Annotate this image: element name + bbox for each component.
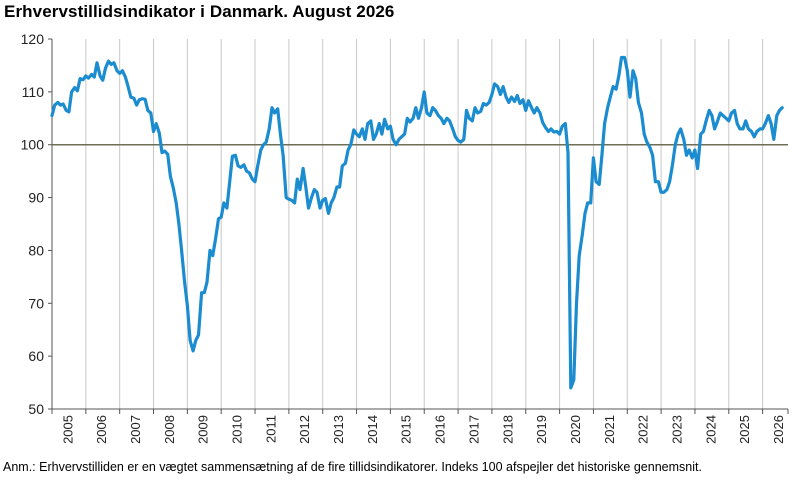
- series: [50, 55, 784, 390]
- x-tick-label: 2006: [94, 415, 109, 444]
- chart-note: Anm.: Erhvervstilliden er en vægtet samm…: [3, 460, 702, 474]
- x-tick-label: 2007: [128, 415, 143, 444]
- x-tick-label: 2014: [365, 415, 380, 444]
- y-tick-label: 60: [28, 348, 44, 364]
- x-tick-label: 2008: [162, 415, 177, 444]
- x-tick-label: 2010: [230, 415, 245, 444]
- x-tick-label: 2019: [534, 415, 549, 444]
- series-line: [50, 55, 784, 390]
- x-tick-label: 2012: [297, 415, 312, 444]
- x-tick-label: 2020: [568, 415, 583, 444]
- x-tick-label: 2021: [602, 415, 617, 444]
- y-tick-label: 120: [21, 31, 45, 47]
- x-tick-label: 2015: [399, 415, 414, 444]
- y-tick-label: 80: [28, 242, 44, 258]
- x-tick-label: 2005: [60, 415, 75, 444]
- y-axis: 50 60 70 80 90 100 110 120: [21, 31, 53, 417]
- x-tick-label: 2013: [331, 415, 346, 444]
- y-tick-label: 90: [28, 190, 44, 206]
- x-tick-label: 2024: [703, 415, 718, 444]
- chart: 50 60 70 80 90 100 110 120 2005 2006 2007 2008 2009…: [21, 31, 789, 444]
- y-tick-label: 70: [28, 295, 44, 311]
- grid: [85, 39, 764, 409]
- y-tick-label: 50: [28, 401, 44, 417]
- x-tick-label: 2011: [263, 415, 278, 443]
- y-tick-label: 110: [22, 84, 45, 100]
- x-tick-label: 2017: [466, 415, 481, 444]
- chart-title: Erhvervstillidsindikator i Danmark. Augu…: [4, 2, 395, 21]
- x-tick-label: 2022: [636, 415, 651, 444]
- x-tick-label: 2023: [669, 415, 684, 444]
- y-tick-label: 100: [21, 137, 45, 153]
- x-axis: 2005 2006 2007 2008 2009 2010 2011 2012 2013 2014…: [51, 408, 789, 444]
- x-tick-label: 2016: [433, 415, 448, 444]
- x-tick-label: 2009: [196, 415, 211, 444]
- x-tick-label: 2025: [737, 415, 752, 444]
- x-tick-label: 2018: [500, 415, 515, 444]
- x-tick-label: 2026: [771, 415, 786, 444]
